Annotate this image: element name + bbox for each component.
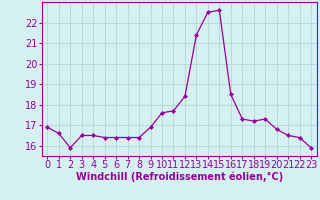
X-axis label: Windchill (Refroidissement éolien,°C): Windchill (Refroidissement éolien,°C) xyxy=(76,172,283,182)
